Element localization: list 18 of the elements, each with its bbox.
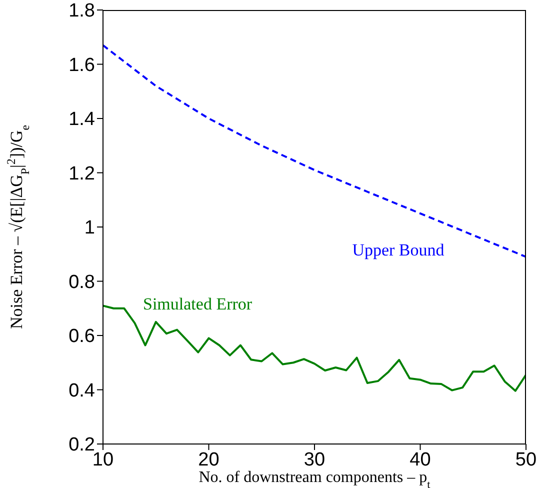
y-tick-label: 1.8 <box>68 0 95 22</box>
x-tick-label: 20 <box>198 449 220 470</box>
line-series <box>103 44 526 258</box>
y-tick-label: 0.4 <box>68 380 96 402</box>
y-tick-label: 1.6 <box>68 54 95 76</box>
series-label: Simulated Error <box>143 294 252 314</box>
y-tick-label: 1.4 <box>68 109 96 130</box>
x-axis-title: No. of downstream components – p$_{t}$ <box>198 469 432 488</box>
y-tick-label: 0.2 <box>68 434 95 456</box>
series-label: Upper Bound <box>352 240 445 260</box>
y-tick-label: 1 <box>84 218 95 239</box>
y-tick-label: 0.6 <box>68 326 95 348</box>
x-tick-label: 30 <box>304 449 326 470</box>
x-tick-label: 40 <box>410 449 431 470</box>
x-tick-label: 10 <box>92 449 114 470</box>
y-tick-label: 1.2 <box>68 163 95 184</box>
y-tick-label: 0.8 <box>68 272 95 293</box>
x-tick-label: 50 <box>515 449 537 470</box>
